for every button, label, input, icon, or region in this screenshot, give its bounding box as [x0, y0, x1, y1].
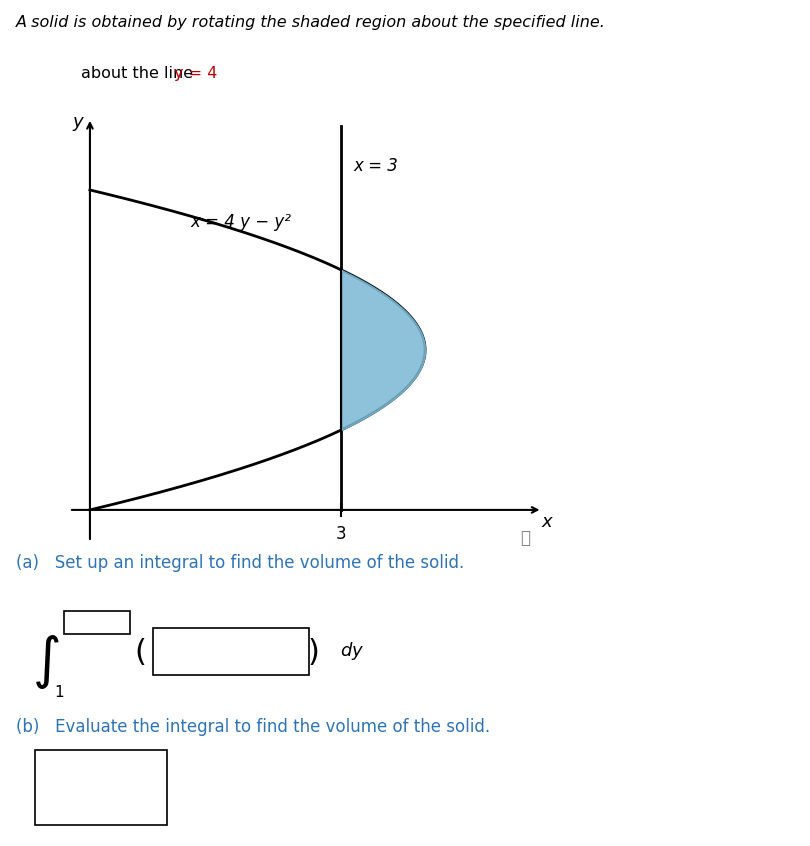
Text: x = 3: x = 3 [354, 157, 399, 175]
Text: $($: $($ [134, 636, 145, 667]
Text: A solid is obtained by rotating the shaded region about the specified line.: A solid is obtained by rotating the shad… [16, 15, 606, 30]
Text: x = 4 y − y²: x = 4 y − y² [190, 213, 292, 231]
Text: about the line: about the line [81, 66, 198, 81]
Text: $\int$: $\int$ [32, 633, 60, 690]
Text: x: x [541, 513, 552, 531]
Text: y = 4: y = 4 [174, 66, 218, 81]
Text: y: y [72, 113, 83, 131]
Text: $)$: $)$ [308, 636, 318, 667]
Text: (b)   Evaluate the integral to find the volume of the solid.: (b) Evaluate the integral to find the vo… [16, 718, 490, 736]
Text: (a)   Set up an integral to find the volume of the solid.: (a) Set up an integral to find the volum… [16, 553, 464, 572]
FancyBboxPatch shape [64, 611, 130, 634]
Text: ⓘ: ⓘ [521, 529, 531, 547]
FancyBboxPatch shape [153, 628, 309, 675]
FancyBboxPatch shape [35, 750, 168, 825]
Text: 1: 1 [54, 684, 64, 700]
Text: 3: 3 [336, 525, 347, 543]
Text: $dy$: $dy$ [340, 640, 364, 662]
